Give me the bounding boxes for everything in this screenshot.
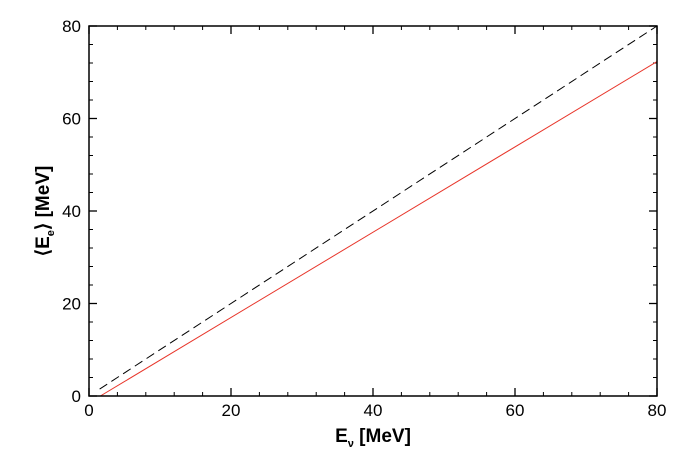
y-tick-label: 80 [62,17,81,36]
series-group [99,25,658,397]
tick-labels: 0 20 40 60 80 0 20 40 60 80 [62,17,666,420]
x-tick-label: 0 [84,401,93,420]
y-axis-title-sub: e [45,230,57,236]
solid-series-line [100,61,658,397]
y-tick-label: 0 [72,387,81,406]
x-axis-title: Eν [MeV] [335,426,411,450]
x-tick-label: 60 [506,401,525,420]
dashed-series-line [99,25,658,390]
x-axis-title-main: E [335,426,348,447]
y-tick-label: 20 [62,295,81,314]
y-tick-label: 40 [62,202,81,221]
x-tick-label: 20 [222,401,241,420]
y-axis-title-open: ⟨E [33,236,54,256]
x-axis-title-unit: [MeV] [354,426,411,447]
x-tick-label: 80 [648,401,667,420]
x-tick-label: 40 [364,401,383,420]
y-tick-label: 60 [62,110,81,129]
y-axis-title: ⟨Ee⟩ [MeV] [33,166,57,257]
plot-frame [88,25,658,397]
x-axis-title-sub: ν [348,438,354,450]
y-axis-title-close: ⟩ [MeV] [33,166,54,230]
